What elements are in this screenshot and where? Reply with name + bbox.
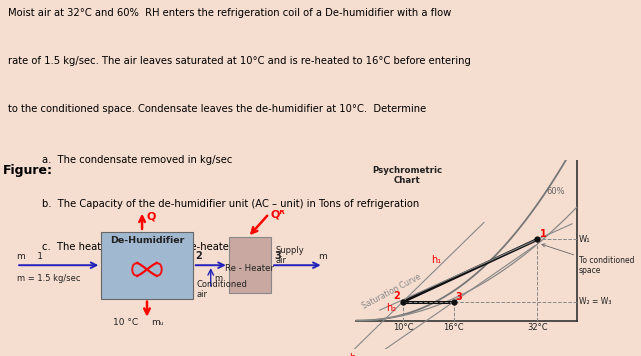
Text: 3: 3 bbox=[274, 251, 281, 261]
Text: a.  The condensate removed in kg/sec: a. The condensate removed in kg/sec bbox=[42, 155, 232, 166]
Text: m: m bbox=[214, 273, 222, 283]
Text: 3: 3 bbox=[456, 292, 462, 302]
Text: 2: 2 bbox=[394, 291, 401, 301]
Text: rate of 1.5 kg/sec. The air leaves saturated at 10°C and is re-heated to 16°C be: rate of 1.5 kg/sec. The air leaves satur… bbox=[8, 56, 470, 66]
Text: 60%: 60% bbox=[547, 187, 565, 196]
Text: Q: Q bbox=[146, 211, 155, 221]
Text: mᵤ: mᵤ bbox=[151, 318, 163, 327]
Text: Supply
air: Supply air bbox=[275, 246, 304, 265]
Text: h₃: h₃ bbox=[349, 353, 360, 356]
Text: W₁: W₁ bbox=[579, 235, 590, 244]
Text: m = 1.5 kg/sec: m = 1.5 kg/sec bbox=[17, 273, 80, 283]
Text: Saturation Curve: Saturation Curve bbox=[361, 273, 423, 311]
Text: m: m bbox=[319, 252, 328, 261]
Text: Psychrometric
Chart: Psychrometric Chart bbox=[372, 166, 442, 185]
Text: Figure:: Figure: bbox=[3, 164, 53, 177]
Text: Qᴿ: Qᴿ bbox=[271, 209, 285, 219]
Text: W₂ = W₃: W₂ = W₃ bbox=[579, 297, 612, 306]
Text: 10 °C: 10 °C bbox=[113, 318, 138, 327]
Text: h₁: h₁ bbox=[431, 255, 441, 265]
Text: b.  The Capacity of the de-humidifier unit (AC – unit) in Tons of refrigeration: b. The Capacity of the de-humidifier uni… bbox=[42, 199, 419, 209]
Text: m    1: m 1 bbox=[17, 252, 43, 261]
Bar bbox=[101, 232, 193, 299]
Text: 16°C: 16°C bbox=[444, 323, 464, 332]
Text: 32°C: 32°C bbox=[527, 323, 547, 332]
Text: To conditioned
space: To conditioned space bbox=[542, 244, 635, 276]
Text: h₂: h₂ bbox=[387, 303, 397, 313]
Text: Moist air at 32°C and 60%  RH enters the refrigeration coil of a De-humidifier w: Moist air at 32°C and 60% RH enters the … bbox=[8, 8, 451, 18]
Text: 10°C: 10°C bbox=[392, 323, 413, 332]
Text: Conditioned
air: Conditioned air bbox=[196, 280, 247, 299]
Text: c.  The heat required by the Re-heater: c. The heat required by the Re-heater bbox=[42, 242, 233, 252]
Text: De-Humidifier: De-Humidifier bbox=[110, 236, 184, 245]
Text: 1: 1 bbox=[540, 229, 546, 239]
Text: to the conditioned space. Condensate leaves the de-humidifier at 10°C.  Determin: to the conditioned space. Condensate lea… bbox=[8, 104, 426, 114]
Text: 2: 2 bbox=[196, 251, 202, 261]
Bar bbox=[229, 237, 271, 293]
Text: Re - Heater: Re - Heater bbox=[226, 263, 274, 272]
